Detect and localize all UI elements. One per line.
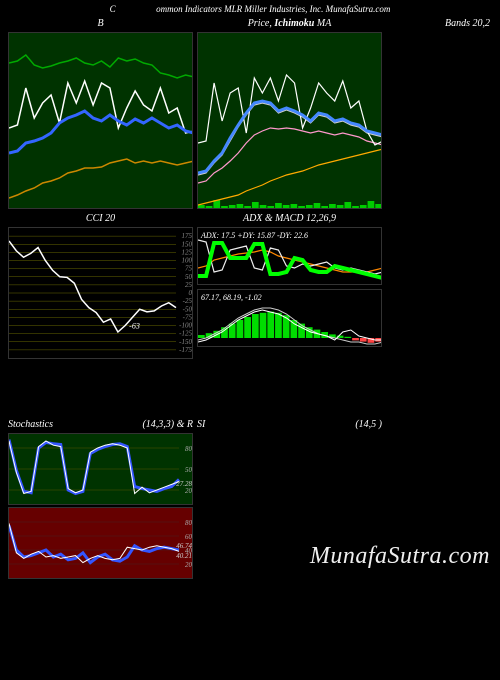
panel-price-chart: [197, 32, 382, 209]
panel-price-title: Price, Ichimoku MA: [197, 18, 382, 32]
svg-text:60: 60: [185, 533, 193, 541]
svg-text:40.21: 40.21: [176, 552, 192, 560]
svg-text:25: 25: [185, 281, 193, 289]
header-center: ommon Indicators MLR Miller Industries, …: [156, 4, 390, 14]
svg-text:175: 175: [182, 232, 193, 240]
page-header: C ommon Indicators MLR Miller Industries…: [0, 0, 500, 18]
panel-stochastics: Stochastics (14,3,3) & R 80502027.28 806…: [8, 419, 193, 579]
svg-text:50: 50: [185, 273, 193, 281]
svg-text:67.17, 68.19, -1.02: 67.17, 68.19, -1.02: [201, 293, 262, 302]
panel-stoch-top-chart: 80 50 2027.28: [8, 433, 193, 505]
panel-bands: Bands 20,2: [386, 18, 492, 209]
watermark: MunafaSutra.com: [310, 543, 490, 570]
svg-text:20: 20: [185, 487, 193, 495]
svg-text:100: 100: [182, 257, 193, 265]
svg-text:-125: -125: [179, 330, 192, 338]
svg-text:27.28: 27.28: [176, 480, 192, 488]
svg-text:80: 80: [185, 519, 193, 527]
panel-adx-title: ADX & MACD 12,26,9: [197, 213, 382, 227]
svg-text:75: 75: [185, 265, 193, 273]
panel-stoch-title: Stochastics (14,3,3) & R: [8, 419, 193, 433]
svg-text:150: 150: [182, 240, 193, 248]
svg-text:-25: -25: [183, 297, 193, 305]
panel-cci: CCI 20 1751501251007550250-25-50-75-100-…: [8, 213, 193, 359]
svg-text:ADX: 17.5 +DY: 15.87 -DY: 22.6: ADX: 17.5 +DY: 15.87 -DY: 22.6: [200, 231, 308, 240]
panel-cci-chart: 1751501251007550250-25-50-75-100-125-150…: [8, 227, 193, 359]
panel-b-title: B: [8, 18, 193, 32]
header-left: C: [110, 4, 116, 14]
svg-text:-150: -150: [179, 338, 192, 346]
panel-price: Price, Ichimoku MA: [197, 18, 382, 209]
panel-rsi-title: SI (14,5 ): [197, 419, 382, 433]
svg-text:0: 0: [189, 289, 193, 297]
svg-text:46.74: 46.74: [176, 542, 192, 550]
panel-cci-title: CCI 20: [8, 213, 193, 227]
bands-label: Bands 20,2: [386, 18, 492, 32]
svg-text:-175: -175: [179, 346, 192, 354]
panel-adx-macd: ADX & MACD 12,26,9 ADX: 17.5 +DY: 15.87 …: [197, 213, 382, 359]
panel-stoch-bot-chart: 8060402046.7440.21: [8, 507, 193, 579]
svg-text:125: 125: [182, 248, 193, 256]
svg-text:50: 50: [185, 466, 193, 474]
panel-b: B: [8, 18, 193, 209]
svg-text:-100: -100: [179, 322, 192, 330]
svg-text:-50: -50: [183, 305, 193, 313]
svg-text:80: 80: [185, 445, 193, 453]
panel-adx-chart: ADX: 17.5 +DY: 15.87 -DY: 22.6: [197, 227, 382, 285]
panel-b-chart: [8, 32, 193, 209]
svg-text:-75: -75: [183, 313, 193, 321]
panel-macd-chart: 67.17, 68.19, -1.02: [197, 289, 382, 347]
svg-text:20: 20: [185, 561, 193, 569]
svg-text:-63: -63: [129, 322, 140, 331]
